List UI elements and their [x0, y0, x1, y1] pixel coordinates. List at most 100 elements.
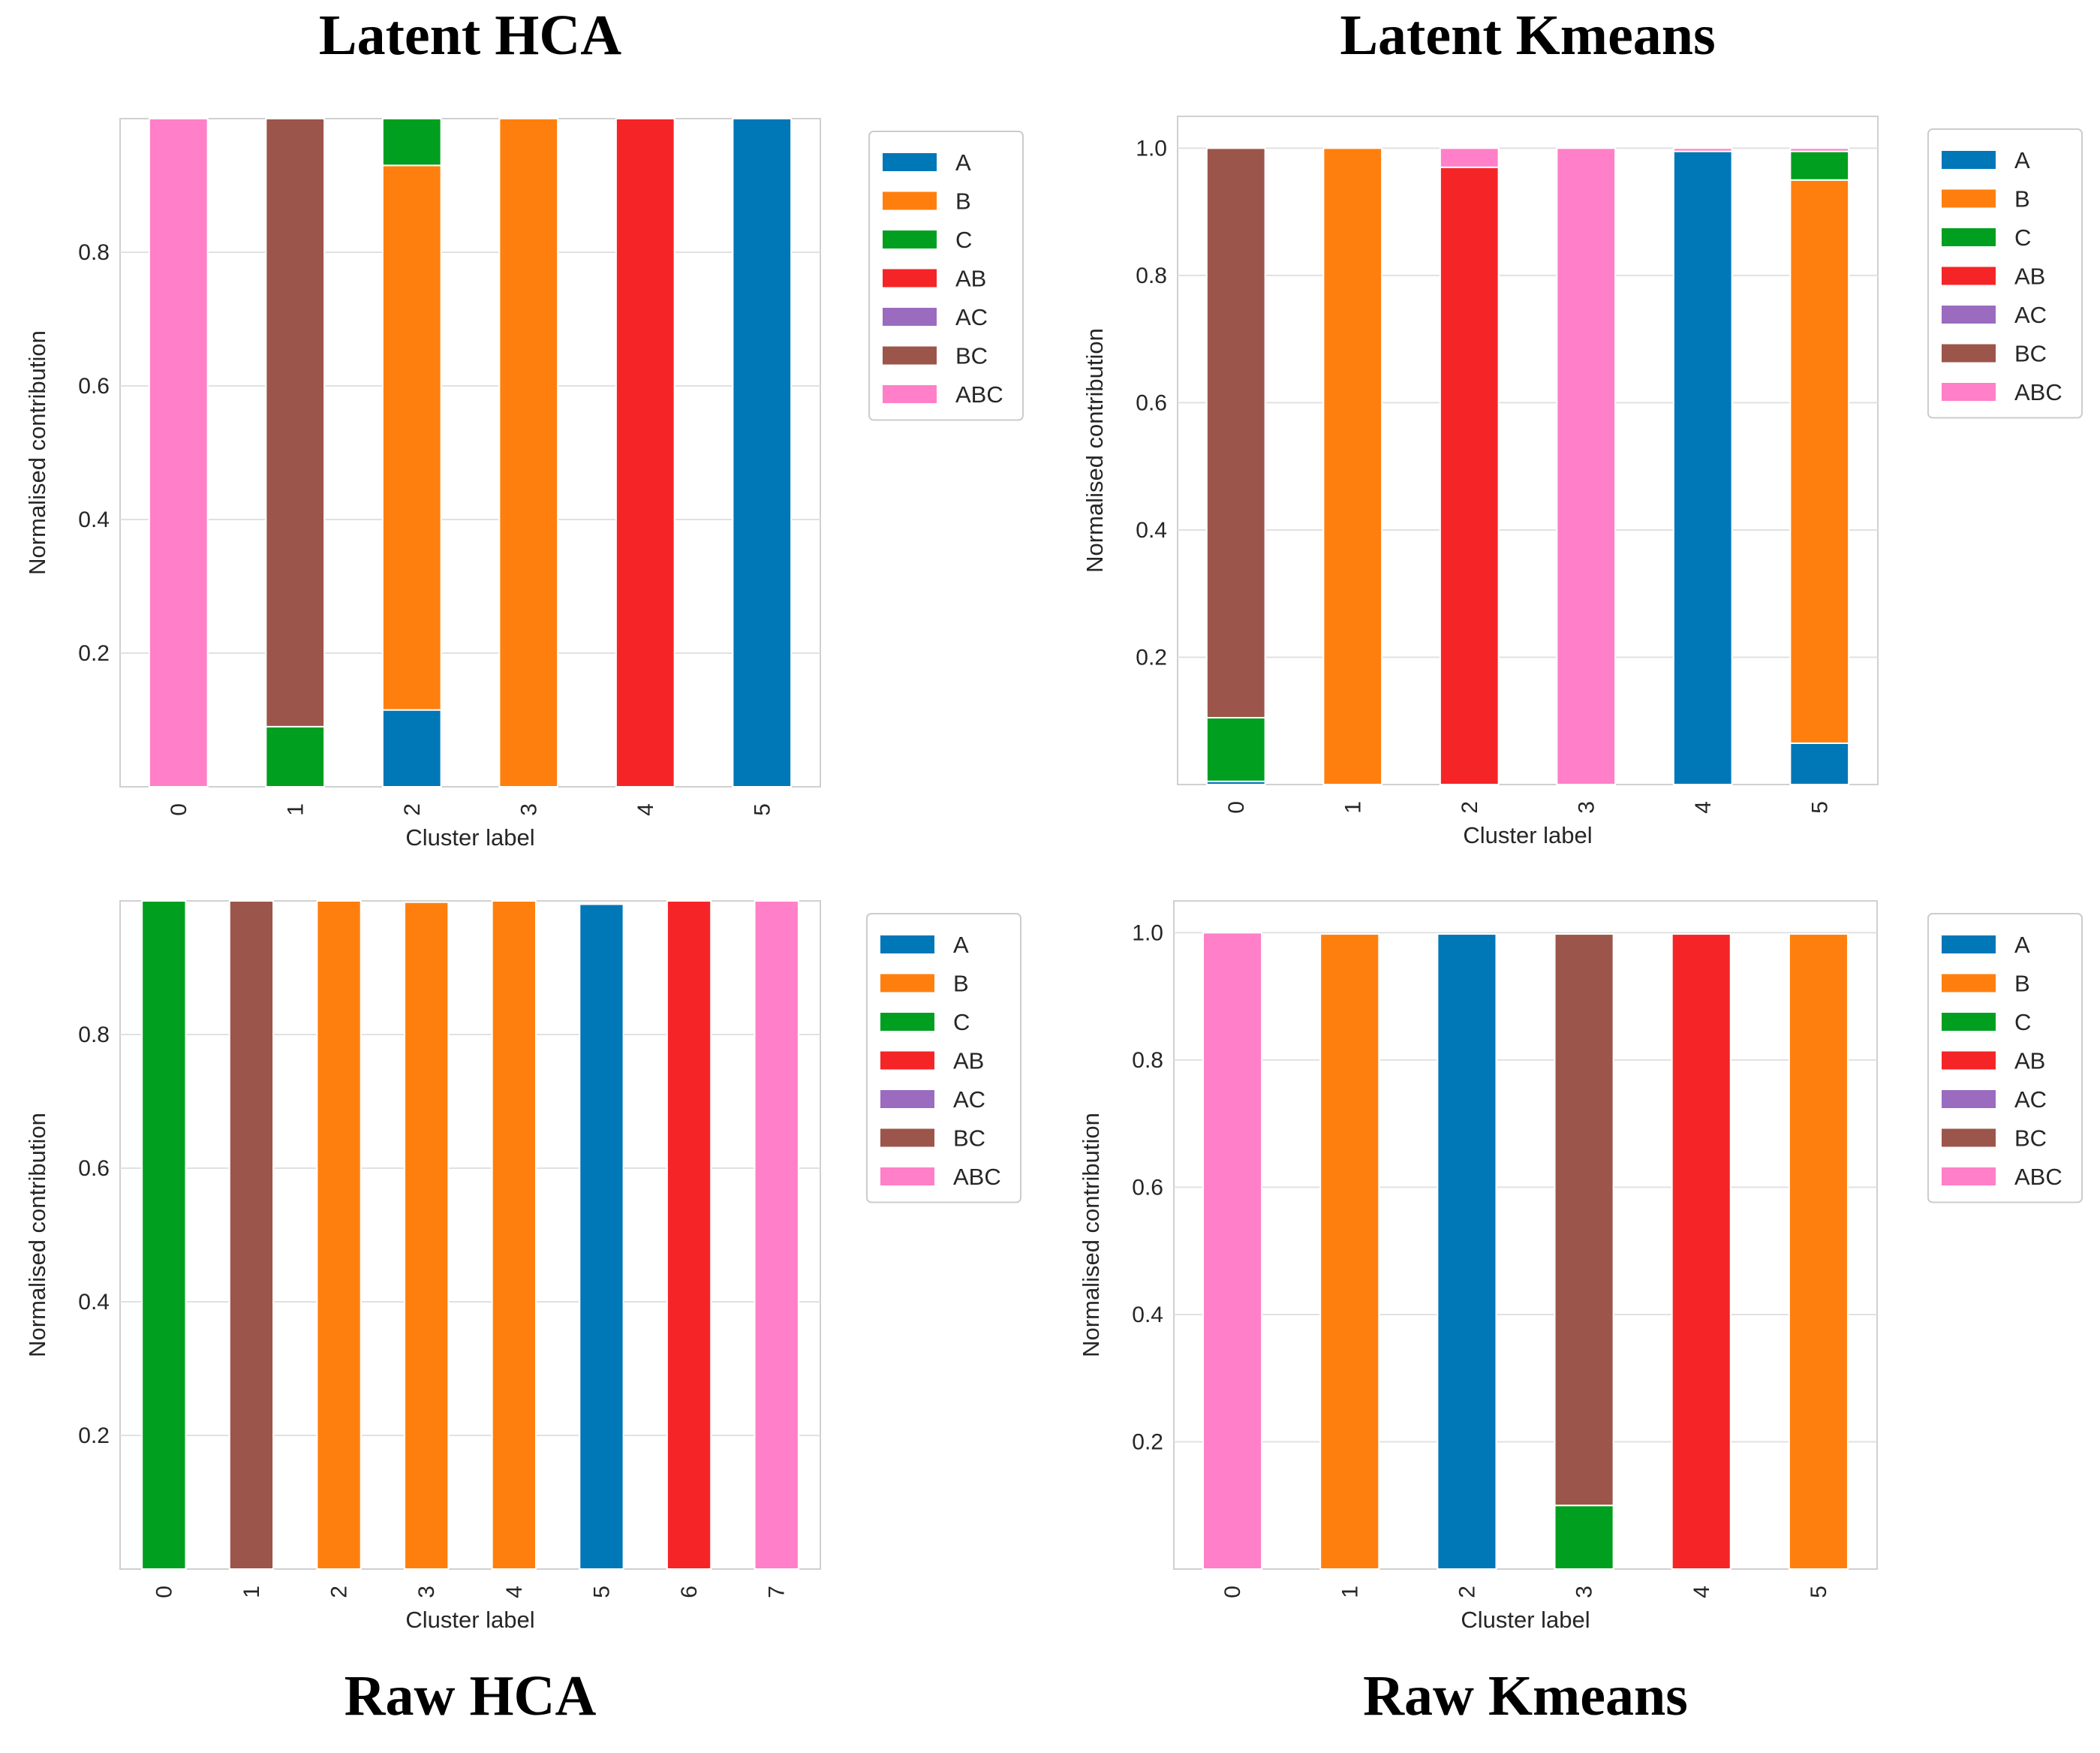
y-tick-label: 0.8 — [78, 240, 110, 265]
x-tick-label: 3 — [414, 1586, 439, 1598]
bar-segment-b-cluster-2 — [316, 900, 362, 1570]
legend-label-b: B — [2014, 186, 2030, 212]
plot-area — [119, 900, 821, 1570]
x-tick-label: 0 — [167, 803, 191, 816]
bar-segment-ab-cluster-2 — [1439, 166, 1500, 786]
x-tick-label: 2 — [400, 803, 425, 816]
legend-swatch-abc — [883, 385, 937, 403]
x-axis-label: Cluster label — [405, 824, 534, 851]
chart-panel-latent-kmeans: Latent Kmeans 0.2 0.4 0.6 0.8 1.0 0 1 2 3 4 5 Cluste… — [1050, 0, 2100, 876]
legend-swatch-ab — [1942, 1051, 1996, 1070]
y-tick-label: 0.8 — [78, 1023, 110, 1047]
legend-label-bc: BC — [2014, 341, 2047, 367]
bar-segment-abc-cluster-2 — [1439, 147, 1500, 168]
legend-label-c: C — [2014, 1009, 2031, 1035]
chart-panel-raw-hca: Raw HCA 0.2 0.4 0.6 0.8 0 1 2 3 4 5 6 7 Cluster label… — [0, 876, 1050, 1752]
x-tick-label: 4 — [633, 803, 658, 816]
x-tick-label: 7 — [765, 1586, 790, 1598]
x-tick-label: 5 — [589, 1586, 614, 1598]
legend-swatch-a — [883, 153, 937, 171]
x-tick-label: 5 — [1807, 801, 1832, 814]
y-tick-label: 0.4 — [78, 1290, 110, 1315]
legend-swatch-ac — [1942, 1090, 1996, 1108]
legend-label-c: C — [955, 227, 972, 253]
y-tick-label: 0.8 — [1132, 1048, 1163, 1073]
bar-segment-bc-cluster-1 — [265, 118, 326, 727]
bar-segment-c-cluster-3 — [1554, 1505, 1614, 1570]
legend-swatch-abc — [880, 1167, 934, 1185]
legend-label-ab: AB — [955, 266, 986, 292]
bar-segment-abc-cluster-0 — [148, 118, 209, 788]
legend-label-ab: AB — [2014, 264, 2045, 290]
bar-segment-c-cluster-1 — [265, 725, 326, 788]
y-tick-label: 0.2 — [1136, 645, 1167, 670]
bar-segment-bc-cluster-0 — [1205, 147, 1266, 718]
legend-label-ac: AC — [2014, 1086, 2047, 1113]
bar-segment-bc-cluster-3 — [1554, 933, 1614, 1507]
legend-swatch-b — [883, 191, 937, 210]
bar-segment-c-cluster-2 — [381, 118, 442, 167]
bar-segment-abc-cluster-3 — [1556, 147, 1617, 785]
chart-raw-kmeans: Raw Kmeans 0.2 0.4 0.6 0.8 1.0 0 1 2 3 4 5 Cluster l… — [1078, 900, 2083, 1727]
chart-title: Raw HCA — [344, 1664, 597, 1727]
x-tick-label: 2 — [1455, 1586, 1479, 1598]
plot-area — [1173, 900, 1878, 1570]
x-tick-label: 1 — [1337, 1586, 1362, 1598]
x-tick-label: 0 — [1224, 801, 1249, 814]
x-tick-label: 1 — [283, 803, 308, 816]
legend-label-ac: AC — [953, 1086, 985, 1113]
y-axis-label: Normalised contribution — [1082, 328, 1108, 573]
legend-swatch-ac — [883, 308, 937, 326]
legend-label-c: C — [2014, 224, 2031, 251]
x-tick-label: 0 — [1220, 1586, 1245, 1598]
bar-segment-abc-cluster-5 — [1789, 147, 1850, 152]
y-tick-label: 1.0 — [1132, 920, 1163, 945]
y-axis-label: Normalised contribution — [24, 1113, 50, 1357]
y-tick-label: 0.4 — [78, 508, 110, 532]
bar-segment-b-cluster-4 — [491, 900, 537, 1570]
legend-label-ac: AC — [2014, 302, 2047, 328]
bar-segment-b-cluster-2 — [381, 164, 442, 711]
legend-label-ab: AB — [953, 1048, 984, 1074]
x-tick-label: 6 — [677, 1586, 702, 1598]
legend-label-a: A — [955, 149, 971, 176]
bar-segment-ab-cluster-6 — [666, 900, 712, 1570]
legend-swatch-abc — [1942, 383, 1996, 401]
legend-swatch-a — [1942, 151, 1996, 169]
chart-title: Latent HCA — [319, 4, 621, 67]
y-tick-label: 0.4 — [1136, 518, 1167, 543]
legend-label-abc: ABC — [955, 381, 1003, 408]
y-tick-label: 0.6 — [1136, 390, 1167, 415]
legend-label-abc: ABC — [2014, 379, 2062, 405]
legend-label-ab: AB — [2014, 1048, 2045, 1074]
x-axis-label: Cluster label — [1463, 822, 1592, 848]
legend-swatch-bc — [1942, 344, 1996, 363]
bar-segment-a-cluster-4 — [1672, 150, 1733, 786]
legend-label-abc: ABC — [2014, 1164, 2062, 1190]
bar-segment-bc-cluster-1 — [228, 900, 275, 1570]
legend-swatch-c — [880, 1013, 934, 1031]
bar-segment-a-cluster-5 — [1789, 742, 1850, 786]
bar-segment-b-cluster-3 — [498, 118, 559, 788]
x-tick-label: 0 — [152, 1586, 176, 1598]
legend-swatch-ac — [1942, 306, 1996, 324]
y-axis-label: Normalised contribution — [24, 330, 50, 575]
bar-segment-c-cluster-0 — [141, 900, 187, 1570]
bar-segment-ab-cluster-4 — [615, 118, 675, 788]
legend-swatch-c — [883, 230, 937, 248]
bar-segment-b-cluster-1 — [1319, 933, 1380, 1571]
bar-segment-abc-cluster-0 — [1202, 932, 1263, 1570]
x-tick-label: 2 — [327, 1586, 352, 1598]
legend-swatch-ab — [883, 269, 937, 288]
legend-label-c: C — [953, 1009, 970, 1035]
bar-segment-b-cluster-1 — [1322, 147, 1383, 785]
bar-segment-b-cluster-3 — [404, 901, 450, 1570]
x-axis-label: Cluster label — [1461, 1607, 1590, 1633]
x-tick-label: 5 — [750, 803, 775, 816]
x-tick-label: 4 — [1691, 801, 1716, 814]
bar-segment-a-cluster-2 — [1437, 933, 1497, 1571]
chart-latent-kmeans: Latent Kmeans 0.2 0.4 0.6 0.8 1.0 0 1 2 3 4 5 Cluste… — [1082, 4, 2083, 848]
legend-label-bc: BC — [2014, 1125, 2047, 1152]
plot-area — [1177, 116, 1879, 785]
bar-segment-c-cluster-0 — [1205, 717, 1266, 782]
